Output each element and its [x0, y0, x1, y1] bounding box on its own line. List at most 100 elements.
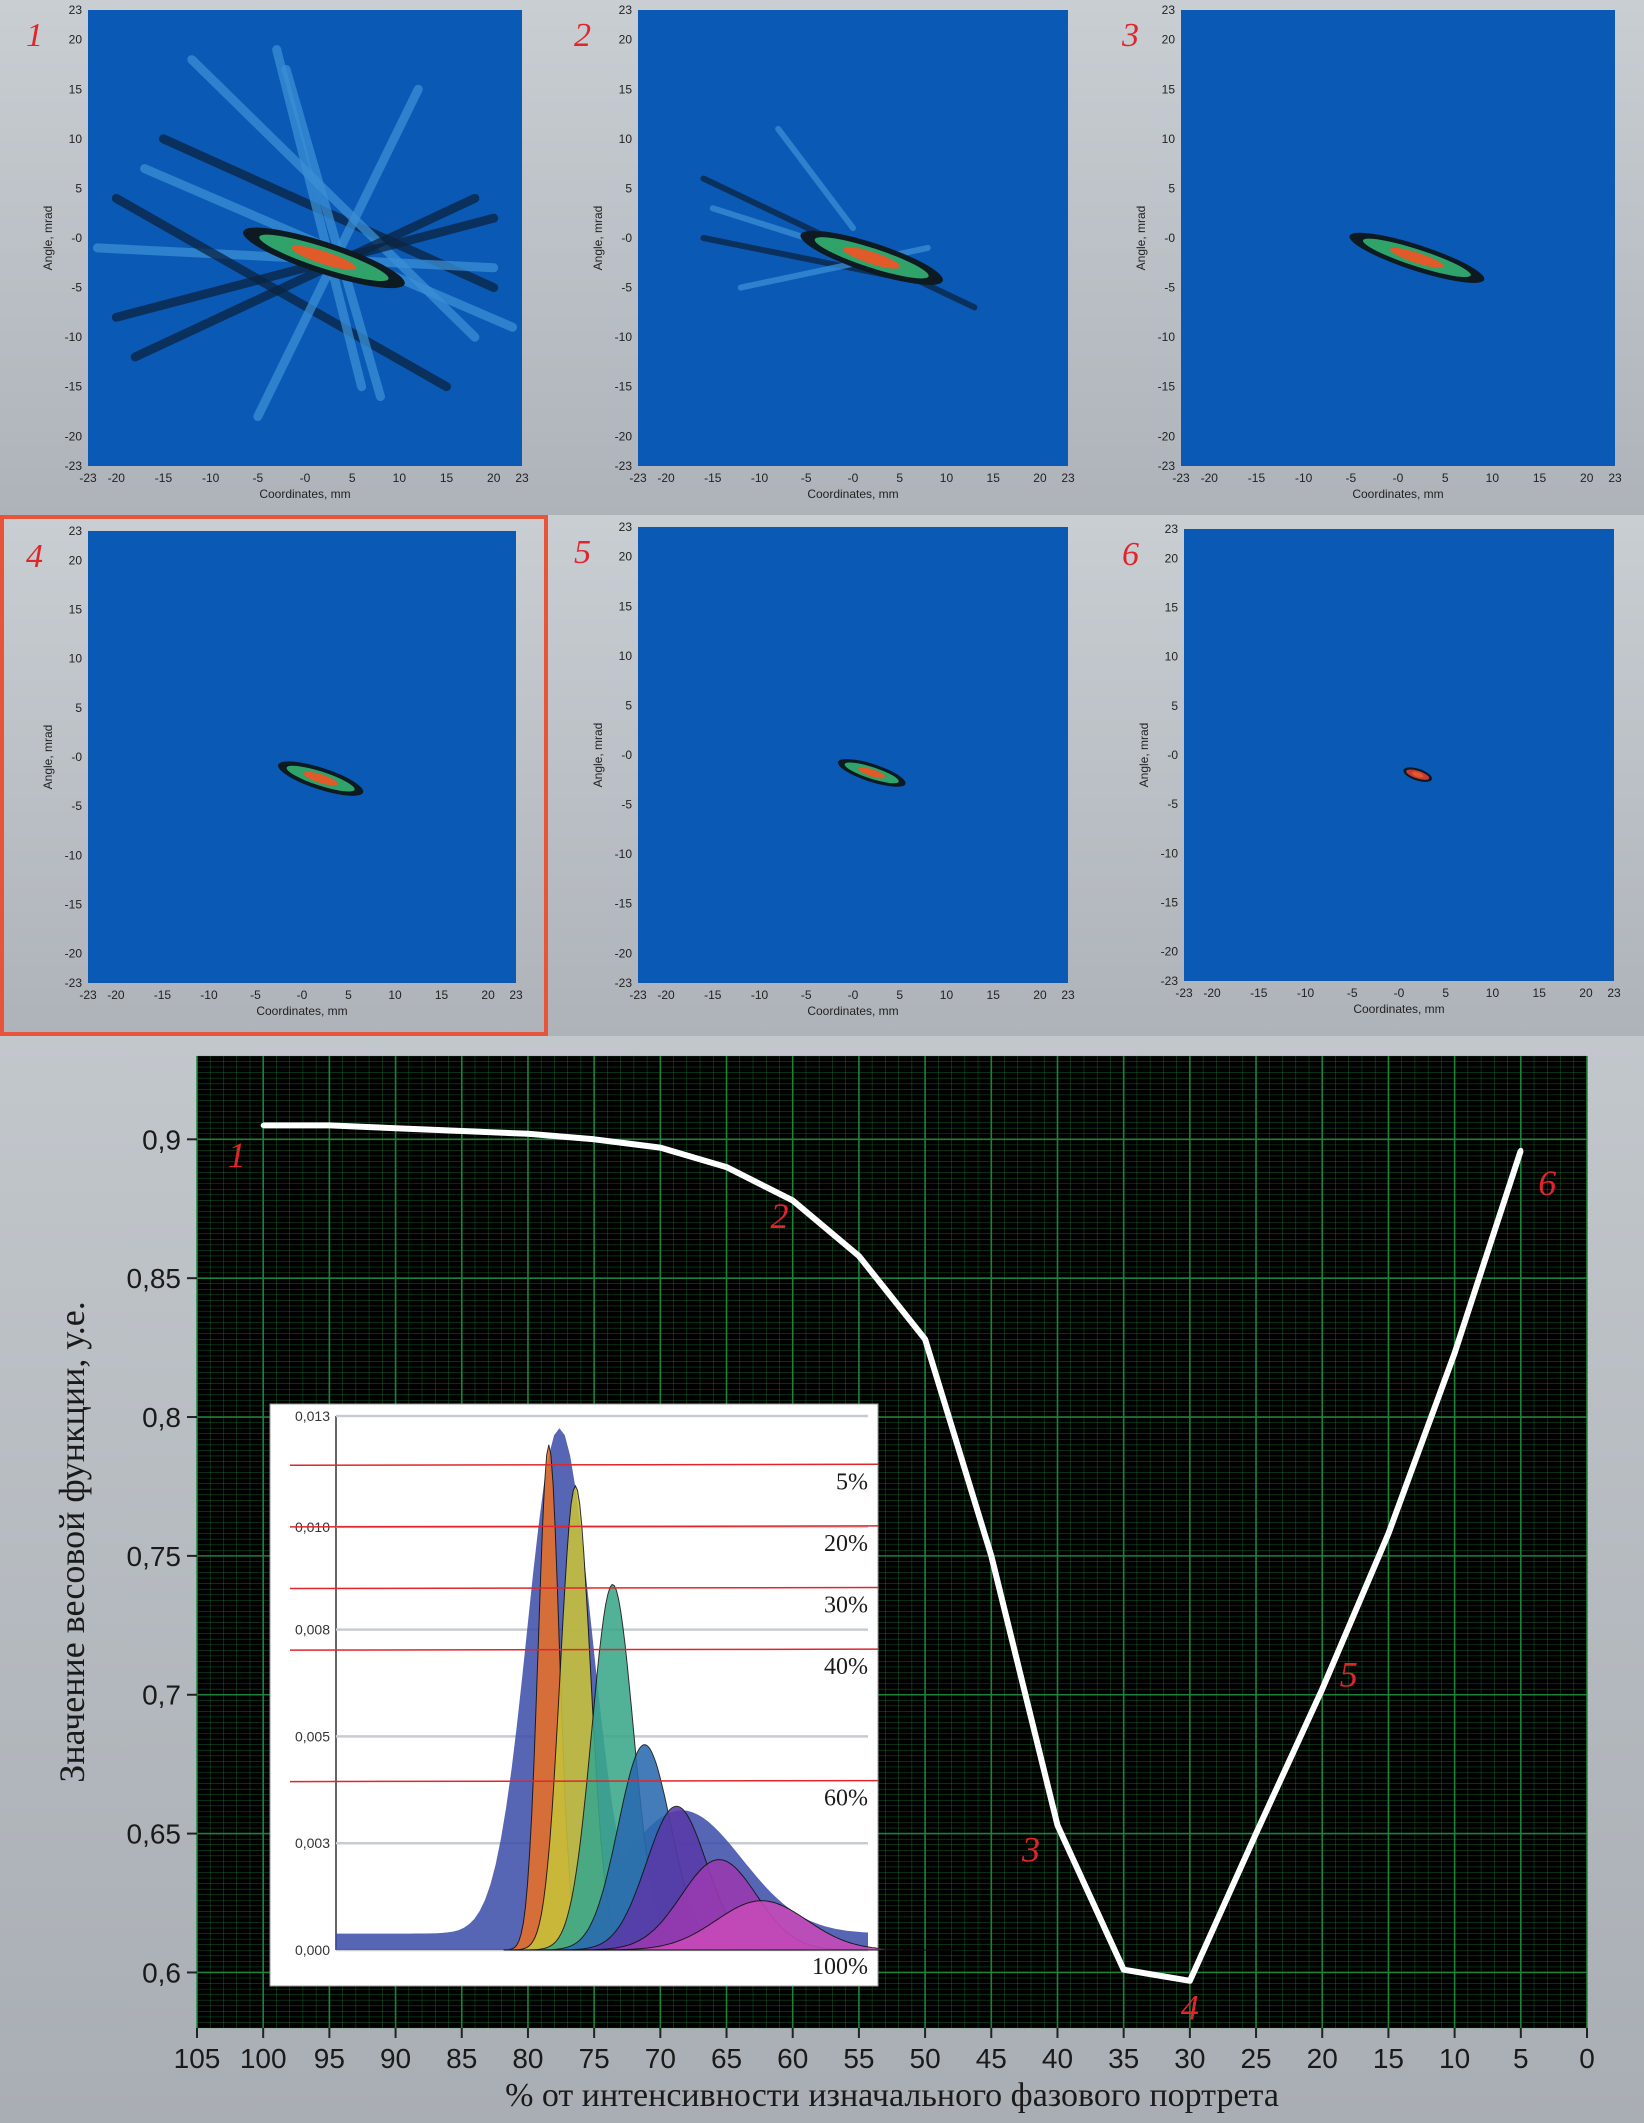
x-tick-label: -15 [1248, 471, 1266, 485]
y-tick-label: 0,6 [142, 1957, 181, 1988]
x-tick-label: 20 [481, 988, 495, 1002]
y-tick-label: -5 [71, 281, 82, 295]
y-tick-label: 23 [1162, 3, 1176, 17]
y-axis-label: Angle, mrad [591, 206, 605, 271]
series-point [591, 1136, 597, 1142]
y-tick-label: -0 [621, 748, 632, 762]
series-point [1054, 1822, 1060, 1828]
x-tick-label: 90 [380, 2043, 411, 2074]
phase-panel-2: -23 23 -20 20 -15 15 -10 10 -5 5 -0 -0 5 -5 10 -10 15 -15… [548, 0, 1096, 515]
y-tick-label: -10 [615, 847, 633, 861]
phase-streak [187, 55, 480, 342]
point-label: 1 [228, 1135, 246, 1175]
blob-peak [1389, 247, 1444, 268]
y-tick-label: 23 [619, 520, 633, 534]
y-tick-label: 10 [1165, 650, 1179, 664]
y-axis-label: Значение весовой функции, у.е. [52, 1301, 92, 1782]
series-point [922, 1336, 928, 1342]
x-tick-label: -0 [848, 988, 859, 1002]
x-tick-label: 55 [843, 2043, 874, 2074]
y-tick-label: 23 [619, 3, 633, 17]
y-tick-label: 10 [619, 649, 633, 663]
y-tick-label: -10 [1161, 846, 1179, 860]
inset-level-label: 100% [812, 1954, 868, 1980]
point-label: 5 [1340, 1654, 1358, 1694]
y-tick-label: 23 [69, 524, 83, 538]
phase-streak [130, 193, 480, 362]
x-tick-label: 5 [1442, 471, 1449, 485]
y-tick-label: 10 [69, 652, 83, 666]
series-point [393, 1125, 399, 1131]
phase-streak [775, 125, 856, 232]
phase-blob [242, 227, 405, 289]
inset-y-tick-label: 0,003 [295, 1835, 330, 1851]
inset-y-tick-label: 0,013 [295, 1408, 330, 1424]
x-tick-label: -10 [202, 471, 220, 485]
y-tick-label: 15 [1165, 601, 1179, 615]
y-tick-label: -10 [1158, 330, 1176, 344]
inset-level-line [289, 1648, 879, 1651]
inset-level-label: 5% [836, 1469, 868, 1495]
series-point [988, 1553, 994, 1559]
x-tick-label: 25 [1240, 2043, 1271, 2074]
series-point [856, 1253, 862, 1259]
y-tick-label: 5 [1171, 699, 1178, 713]
inset-y-tick-label: 0,000 [295, 1942, 330, 1958]
y-tick-label: -23 [65, 459, 83, 473]
x-tick-label: -10 [751, 988, 769, 1002]
x-tick-label: 10 [940, 471, 954, 485]
y-tick-label: -20 [615, 429, 633, 443]
x-axis-label: Coordinates, mm [1352, 487, 1443, 501]
y-tick-label: 5 [625, 698, 632, 712]
y-tick-label: 15 [69, 603, 83, 617]
x-tick-label: -0 [297, 988, 308, 1002]
blob-peak [843, 246, 901, 269]
y-tick-label: -20 [615, 946, 633, 960]
x-tick-label: 10 [1486, 471, 1500, 485]
x-tick-label: 15 [435, 988, 449, 1002]
phase-panel-1: -23 23 -20 20 -15 15 -10 10 -5 5 -0 -0 5 -5 10 -10 15 -15… [0, 0, 548, 515]
point-label: 2 [770, 1196, 788, 1236]
phase-plot-3: -23 23 -20 20 -15 15 -10 10 -5 5 -0 -0 5 -5 10 -10 15 -15… [1121, 3, 1622, 501]
y-tick-label: 0,7 [142, 1680, 181, 1711]
x-tick-label: 15 [1373, 2043, 1404, 2074]
x-tick-label: 20 [1033, 988, 1047, 1002]
x-tick-label: -5 [801, 988, 812, 1002]
blob-peak [1411, 771, 1424, 778]
y-tick-label: 0,9 [142, 1124, 181, 1155]
y-tick-label: 5 [1168, 181, 1175, 195]
x-tick-label: -20 [108, 471, 126, 485]
inset-y-tick-label: 0,005 [295, 1728, 330, 1744]
x-tick-label: 80 [512, 2043, 543, 2074]
panel-number: 6 [1122, 536, 1139, 573]
x-tick-label: -20 [107, 988, 125, 1002]
y-tick-label: -23 [615, 976, 633, 990]
y-tick-label: -15 [65, 380, 83, 394]
x-tick-label: -20 [1203, 986, 1221, 1000]
panel-number: 3 [1121, 17, 1139, 54]
y-tick-label: -15 [615, 380, 633, 394]
phase-blob [1349, 232, 1485, 283]
x-tick-label: 15 [440, 471, 454, 485]
y-tick-label: -20 [1158, 429, 1176, 443]
series-point [790, 1197, 796, 1203]
series-point [1452, 1350, 1458, 1356]
y-tick-label: 5 [75, 181, 82, 195]
blob-peak [303, 771, 338, 786]
x-tick-label: -5 [1345, 471, 1356, 485]
y-tick-label: 20 [619, 550, 633, 564]
x-tick-label: 5 [345, 988, 352, 1002]
inset-level-label: 40% [824, 1654, 868, 1680]
x-tick-label: 20 [1033, 471, 1047, 485]
y-tick-label: 10 [619, 132, 633, 146]
main-chart: 105 100 95 90 85 80 75 70 65 60 55 50 45 40 35 30 25 20 15… [52, 1055, 1595, 2114]
inset-level-line [289, 1586, 879, 1590]
y-tick-label: -15 [1161, 895, 1179, 909]
phase-panel-6: -23 23 -20 20 -15 15 -10 10 -5 5 -0 -0 5 -5 10 -10 15 -15… [1096, 515, 1644, 1036]
inset-level-label: 60% [824, 1786, 868, 1812]
x-tick-label: 15 [987, 471, 1001, 485]
y-tick-label: -10 [65, 848, 83, 862]
series-point [525, 1131, 531, 1137]
x-tick-label: 20 [1307, 2043, 1338, 2074]
x-tick-label: 23 [515, 471, 529, 485]
